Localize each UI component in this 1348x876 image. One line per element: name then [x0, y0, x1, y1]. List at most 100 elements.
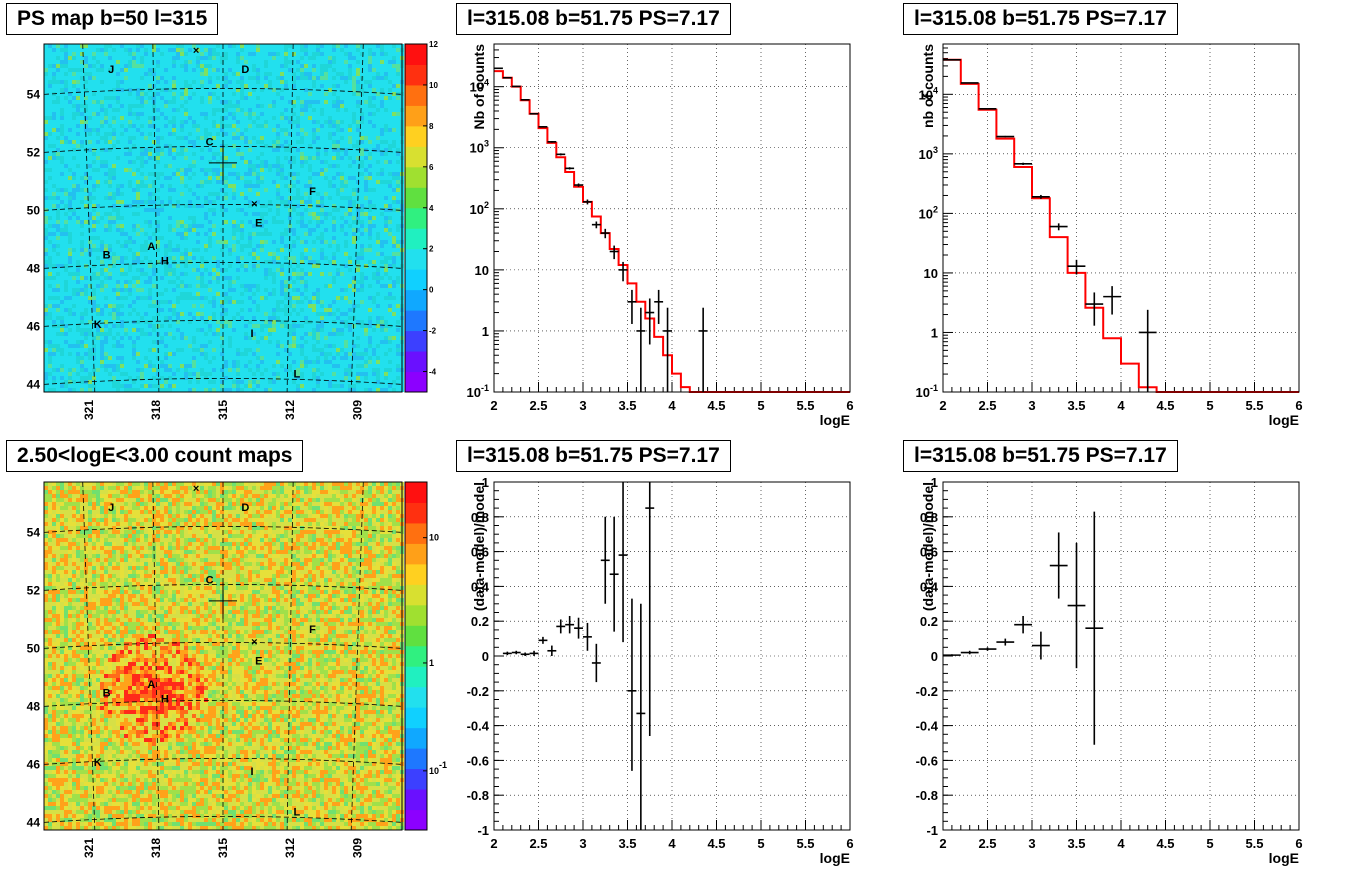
heatmap-cell: [380, 136, 384, 140]
heatmap-cell: [84, 232, 88, 236]
heatmap-cell: [76, 260, 80, 264]
heatmap-cell: [296, 220, 300, 224]
heatmap-cell: [80, 108, 84, 112]
heatmap-cell: [288, 88, 292, 92]
heatmap-cell: [88, 152, 92, 156]
heatmap-cell: [116, 212, 120, 216]
heatmap-cell: [244, 108, 248, 112]
heatmap-cell: [320, 144, 324, 148]
heatmap-cell: [236, 156, 240, 160]
heatmap-cell: [120, 224, 124, 228]
heatmap-cell: [80, 252, 84, 256]
heatmap-cell: [248, 144, 252, 148]
heatmap-cell: [372, 200, 376, 204]
heatmap-cell: [180, 144, 184, 148]
heatmap-cell: [112, 104, 116, 108]
heatmap-cell: [196, 92, 200, 96]
heatmap-cell: [256, 192, 260, 196]
heatmap-cell: [288, 64, 292, 68]
heatmap-cell: [272, 156, 276, 160]
heatmap-cell: [132, 140, 136, 144]
heatmap-cell: [92, 116, 96, 120]
heatmap-cell: [64, 136, 68, 140]
heatmap-cell: [296, 76, 300, 80]
heatmap-cell: [52, 212, 56, 216]
heatmap-cell: [304, 244, 308, 248]
heatmap-cell: [128, 124, 132, 128]
heatmap-cell: [76, 252, 80, 256]
heatmap-cell: [72, 56, 76, 60]
heatmap-cell: [88, 228, 92, 232]
heatmap-cell: [348, 196, 352, 200]
heatmap-cell: [168, 172, 172, 176]
heatmap-cell: [84, 56, 88, 60]
heatmap-cell: [100, 168, 104, 172]
heatmap-cell: [272, 168, 276, 172]
heatmap-cell: [356, 60, 360, 64]
heatmap-cell: [316, 124, 320, 128]
heatmap-cell: [56, 160, 60, 164]
heatmap-cell: [304, 144, 308, 148]
heatmap-cell: [220, 196, 224, 200]
heatmap-cell: [320, 104, 324, 108]
heatmap-cell: [60, 140, 64, 144]
heatmap-cell: [348, 184, 352, 188]
heatmap-cell: [160, 144, 164, 148]
heatmap-cell: [88, 128, 92, 132]
heatmap-cell: [44, 44, 48, 48]
heatmap-cell: [320, 52, 324, 56]
heatmap-cell: [112, 68, 116, 72]
heatmap-cell: [84, 212, 88, 216]
heatmap-cell: [376, 140, 380, 144]
heatmap-cell: [240, 160, 244, 164]
heatmap-cell: [292, 180, 296, 184]
heatmap-cell: [176, 132, 180, 136]
heatmap-cell: [276, 88, 280, 92]
heatmap-cell: [164, 244, 168, 248]
heatmap-cell: [292, 244, 296, 248]
heatmap-cell: [104, 224, 108, 228]
heatmap-cell: [76, 48, 80, 52]
heatmap-cell: [352, 100, 356, 104]
heatmap-cell: [332, 96, 336, 100]
heatmap-cell: [100, 48, 104, 52]
heatmap-cell: [336, 132, 340, 136]
heatmap-cell: [232, 208, 236, 212]
heatmap-cell: [208, 208, 212, 212]
heatmap-cell: [216, 140, 220, 144]
heatmap-cell: [396, 244, 400, 248]
heatmap-cell: [104, 76, 108, 80]
heatmap-cell: [304, 44, 308, 48]
heatmap-cell: [108, 100, 112, 104]
heatmap-cell: [268, 128, 272, 132]
heatmap-cell: [224, 164, 228, 168]
heatmap-cell: [188, 128, 192, 132]
heatmap-cell: [60, 172, 64, 176]
heatmap-cell: [236, 256, 240, 260]
heatmap-cell: [340, 60, 344, 64]
heatmap-cell: [144, 240, 148, 244]
heatmap-cell: [188, 48, 192, 52]
heatmap-cell: [188, 232, 192, 236]
heatmap-cell: [160, 124, 164, 128]
heatmap-cell: [196, 248, 200, 252]
heatmap-cell: [136, 68, 140, 72]
heatmap-cell: [92, 180, 96, 184]
heatmap-cell: [204, 224, 208, 228]
heatmap-cell: [60, 180, 64, 184]
heatmap-cell: [216, 192, 220, 196]
heatmap-cell: [96, 52, 100, 56]
heatmap-cell: [68, 204, 72, 208]
heatmap-cell: [296, 116, 300, 120]
heatmap-cell: [88, 212, 92, 216]
heatmap-cell: [364, 256, 368, 260]
heatmap-cell: [392, 136, 396, 140]
heatmap-cell: [68, 152, 72, 156]
heatmap-cell: [372, 96, 376, 100]
heatmap-cell: [196, 80, 200, 84]
heatmap-cell: [344, 196, 348, 200]
heatmap-cell: [96, 224, 100, 228]
heatmap-cell: [184, 248, 188, 252]
heatmap-cell: [244, 204, 248, 208]
heatmap-cell: [396, 148, 400, 152]
